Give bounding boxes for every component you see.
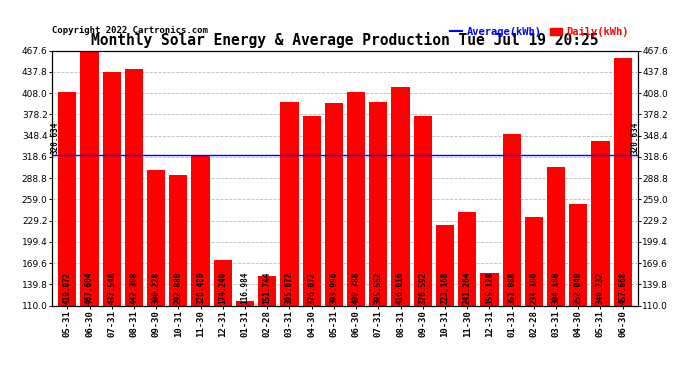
Text: 151.744: 151.744 — [263, 272, 272, 304]
Text: 409.788: 409.788 — [352, 272, 361, 304]
Text: 457.668: 457.668 — [618, 272, 627, 304]
Bar — [391, 87, 410, 306]
Text: 234.100: 234.100 — [529, 272, 538, 304]
Text: 304.108: 304.108 — [551, 272, 560, 304]
Text: 320.634: 320.634 — [50, 122, 59, 154]
Text: 155.128: 155.128 — [485, 272, 494, 304]
Bar — [369, 102, 387, 306]
Legend: Average(kWh), Daily(kWh): Average(kWh), Daily(kWh) — [446, 22, 633, 41]
Bar — [81, 51, 99, 306]
Bar — [192, 156, 210, 306]
Title: Monthly Solar Energy & Average Production Tue Jul 19 20:25: Monthly Solar Energy & Average Productio… — [91, 32, 599, 48]
Bar — [280, 102, 299, 306]
Bar — [613, 58, 632, 306]
Text: 393.996: 393.996 — [329, 272, 338, 304]
Text: 351.088: 351.088 — [507, 272, 516, 304]
Text: 467.604: 467.604 — [85, 272, 94, 304]
Text: 292.880: 292.880 — [174, 272, 183, 304]
Bar — [58, 92, 77, 306]
Bar — [347, 92, 365, 306]
Text: 437.548: 437.548 — [107, 272, 116, 304]
Bar — [547, 167, 565, 306]
Bar — [147, 170, 166, 306]
Text: 416.016: 416.016 — [396, 272, 405, 304]
Text: 442.308: 442.308 — [130, 272, 139, 304]
Bar — [480, 273, 498, 306]
Text: 376.592: 376.592 — [418, 272, 427, 304]
Text: 320.480: 320.480 — [196, 272, 205, 304]
Bar — [169, 175, 188, 306]
Text: 174.240: 174.240 — [218, 272, 227, 304]
Bar — [236, 301, 254, 306]
Bar — [413, 116, 432, 306]
Text: 300.228: 300.228 — [152, 272, 161, 304]
Bar — [458, 212, 476, 306]
Bar — [524, 217, 543, 306]
Bar — [258, 276, 277, 306]
Bar — [214, 260, 232, 306]
Bar — [303, 116, 321, 306]
Text: 410.072: 410.072 — [63, 272, 72, 304]
Bar — [591, 141, 609, 306]
Text: 223.168: 223.168 — [440, 272, 449, 304]
Text: 116.984: 116.984 — [241, 272, 250, 304]
Bar — [103, 72, 121, 306]
Bar — [502, 134, 521, 306]
Text: 252.040: 252.040 — [574, 272, 583, 304]
Bar — [125, 69, 143, 306]
Text: 320.634: 320.634 — [631, 122, 640, 154]
Bar — [436, 225, 454, 306]
Bar — [569, 204, 587, 306]
Text: 340.732: 340.732 — [596, 272, 605, 304]
Text: 241.264: 241.264 — [463, 272, 472, 304]
Text: 395.552: 395.552 — [374, 272, 383, 304]
Text: Copyright 2022 Cartronics.com: Copyright 2022 Cartronics.com — [52, 26, 208, 35]
Text: 376.072: 376.072 — [307, 272, 316, 304]
Bar — [325, 103, 343, 306]
Text: 395.072: 395.072 — [285, 272, 294, 304]
